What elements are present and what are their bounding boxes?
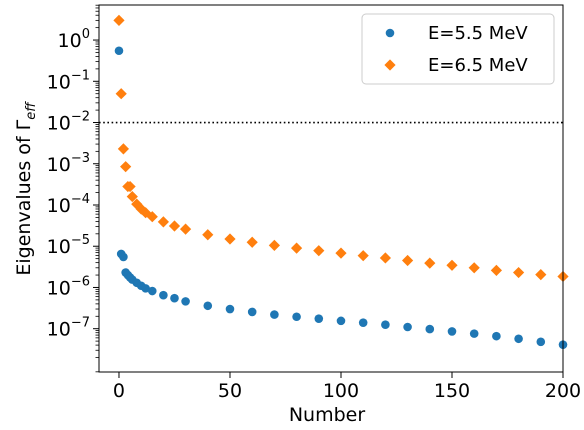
data-point — [203, 301, 213, 311]
y-tick-label: 100 — [58, 27, 90, 52]
x-tick-label: 0 — [113, 380, 125, 402]
data-point — [446, 259, 458, 271]
data-point — [514, 334, 523, 344]
data-point — [468, 262, 480, 274]
data-point — [115, 88, 127, 100]
data-point — [335, 247, 347, 259]
data-point — [403, 322, 412, 332]
data-point — [290, 242, 303, 254]
y-tick-label: 10−1 — [47, 68, 90, 93]
data-point — [181, 297, 190, 306]
data-point — [170, 293, 179, 303]
x-tick-label: 200 — [545, 380, 581, 402]
axes-frame — [98, 4, 564, 373]
data-point — [120, 161, 132, 173]
data-point — [401, 254, 414, 267]
data-point — [147, 286, 157, 296]
data-point — [536, 337, 546, 347]
data-point — [168, 220, 181, 232]
data-point — [202, 229, 214, 241]
data-point — [424, 257, 436, 269]
data-point — [113, 14, 125, 26]
data-point — [357, 250, 369, 262]
data-point — [425, 324, 435, 334]
y-tick-label: 10−6 — [47, 274, 90, 299]
data-point — [246, 236, 258, 248]
legend-label: E=5.5 MeV — [428, 23, 528, 44]
data-point — [157, 216, 169, 228]
y-tick-label: 10−2 — [47, 110, 90, 135]
data-point — [447, 327, 457, 336]
legend-marker — [385, 28, 395, 38]
data-point — [358, 318, 368, 327]
legend: E=5.5 MeV E=6.5 MeV — [361, 13, 555, 85]
data-point — [379, 252, 391, 264]
data-point — [119, 252, 128, 262]
data-point — [535, 269, 547, 281]
data-point — [512, 266, 525, 279]
legend-marker — [384, 59, 396, 71]
y-tick-label: 10−5 — [47, 233, 90, 258]
data-point — [247, 307, 257, 317]
legend-label: E=6.5 MeV — [428, 55, 528, 76]
x-tick-label: 100 — [323, 380, 359, 402]
data-point — [224, 233, 236, 245]
data-point — [270, 310, 279, 319]
legend-box — [361, 13, 555, 85]
data-point — [313, 245, 325, 257]
data-point — [314, 314, 324, 323]
data-point — [492, 331, 501, 341]
y-axis-label-subscript: eff — [24, 101, 39, 120]
data-point — [490, 264, 502, 276]
data-point — [117, 143, 130, 155]
data-point — [292, 312, 301, 322]
data-point — [124, 180, 136, 193]
data-point — [159, 290, 168, 300]
data-point — [381, 320, 390, 330]
series-1 — [114, 46, 568, 349]
series-2 — [113, 14, 569, 283]
data-point — [179, 223, 192, 235]
data-point — [114, 46, 124, 56]
y-tick-label: 10−3 — [47, 151, 90, 176]
data-point — [268, 239, 280, 251]
data-point — [469, 329, 479, 338]
y-axis-label-main: Eigenvalues of Γ — [13, 119, 35, 275]
x-tick-label: 150 — [434, 380, 470, 402]
data-point — [146, 211, 158, 223]
data-point — [225, 304, 235, 314]
data-point — [126, 190, 138, 203]
data-point — [141, 284, 150, 293]
y-tick-label: 10−7 — [47, 316, 90, 341]
x-axis-label: Number — [289, 404, 366, 426]
y-axis-label: Eigenvalues of Γeff — [13, 101, 39, 276]
data-point — [336, 316, 346, 326]
x-tick-label: 50 — [218, 380, 242, 402]
plot-area: 0 50 100 150 200 100 10−1 10−2 10−3 10−4 10−5 10−6 1… — [47, 4, 581, 402]
y-tick-label: 10−4 — [47, 192, 90, 217]
